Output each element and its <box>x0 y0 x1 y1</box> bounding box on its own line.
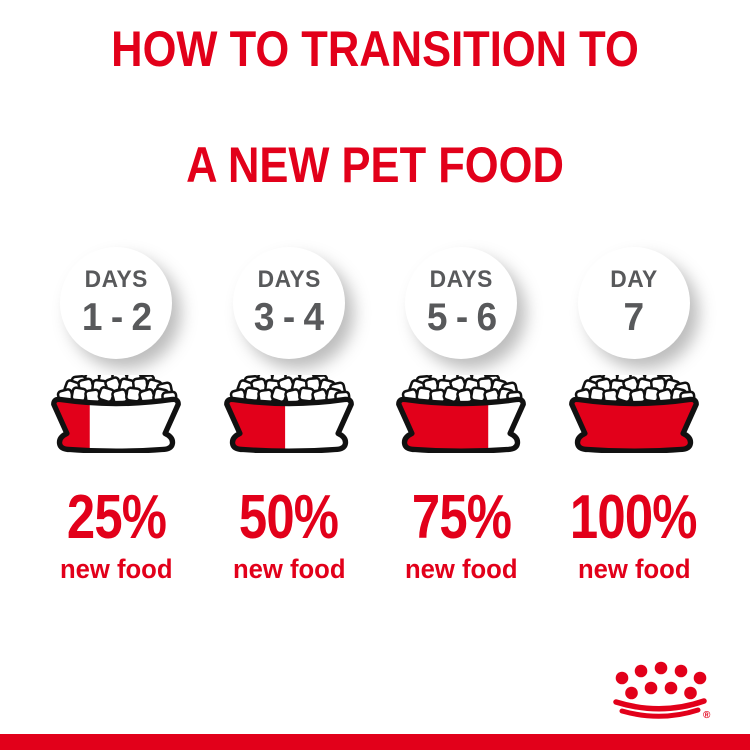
day-badge: DAYS 1 - 2 <box>60 247 173 359</box>
day-badge: DAY 7 <box>577 247 690 359</box>
day-range: 5 - 6 <box>426 296 497 339</box>
day-range: 7 <box>623 296 645 339</box>
registered-trademark: ® <box>703 710 711 721</box>
brand-red-bar <box>0 734 750 750</box>
day-label: DAYS <box>257 266 321 293</box>
food-bowl-icon <box>46 375 186 453</box>
step-days-5-6: DAYS 5 - 6 75% new food <box>375 247 548 585</box>
new-food-caption: new food <box>404 554 518 584</box>
step-days-3-4: DAYS 3 - 4 50% new food <box>203 247 376 585</box>
day-label: DAYS <box>84 266 148 293</box>
percent-value: 100% <box>570 483 698 552</box>
royal-canin-crown-icon: ® <box>613 661 711 721</box>
new-food-caption: new food <box>232 554 346 584</box>
percent-value: 50% <box>239 483 339 552</box>
day-label: DAY <box>610 266 658 293</box>
day-range: 3 - 4 <box>254 296 324 339</box>
percent-value: 75% <box>411 483 512 552</box>
day-badge: DAYS 3 - 4 <box>232 247 345 359</box>
day-range: 1 - 2 <box>81 296 152 339</box>
title-line-2: A NEW PET FOOD <box>186 137 564 193</box>
transition-steps: DAYS 1 - 2 25% new food DAYS 3 - 4 50% n… <box>30 247 720 585</box>
new-food-caption: new food <box>577 554 691 584</box>
new-food-caption: new food <box>59 554 173 584</box>
step-day-7: DAY 7 100% new food <box>548 247 721 585</box>
day-label: DAYS <box>429 266 493 293</box>
page-title: HOW TO TRANSITION TO A NEW PET FOOD <box>49 20 702 194</box>
food-bowl-icon <box>219 375 359 453</box>
title-line-1: HOW TO TRANSITION TO <box>111 21 639 77</box>
percent-value: 25% <box>66 483 167 552</box>
food-bowl-icon <box>564 375 704 453</box>
bowl-red-fill <box>399 399 489 452</box>
step-days-1-2: DAYS 1 - 2 25% new food <box>30 247 203 585</box>
day-badge: DAYS 5 - 6 <box>405 247 518 359</box>
bowl-red-fill <box>571 399 696 452</box>
food-bowl-icon <box>391 375 531 453</box>
